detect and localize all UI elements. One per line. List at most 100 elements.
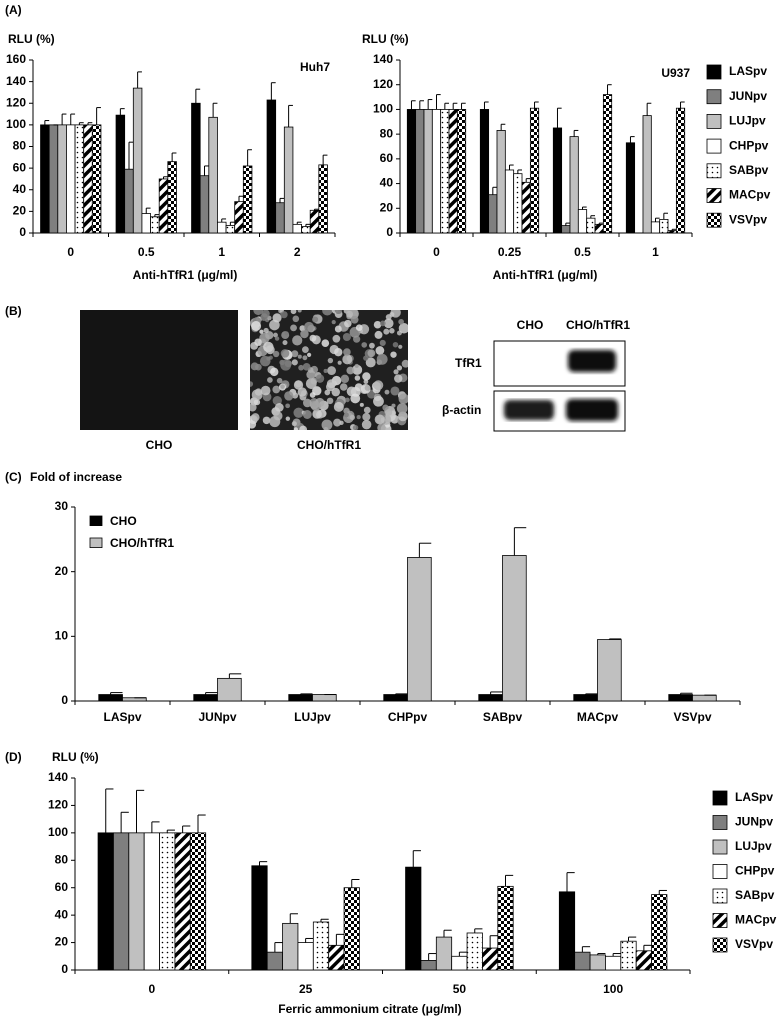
y-tick-label: 0: [61, 962, 68, 976]
error-bar: [628, 936, 637, 942]
cell: [376, 353, 388, 365]
legend-label: MACpv: [735, 913, 777, 927]
cell: [302, 355, 308, 361]
cell: [379, 339, 386, 346]
cell: [298, 364, 304, 371]
cell: [306, 369, 316, 380]
error-bar: [500, 123, 506, 131]
legend-swatch: [712, 937, 728, 953]
error-bar: [351, 878, 360, 888]
cell: [323, 368, 328, 373]
panel-label: (D): [5, 750, 22, 764]
x-tick-label: 0: [149, 982, 156, 996]
error-bar: [410, 100, 416, 110]
bar: [415, 109, 425, 234]
bar: [297, 942, 314, 971]
cell: [297, 387, 307, 397]
bar: [143, 832, 160, 971]
image-label: CHO: [146, 438, 173, 452]
micrograph: [80, 310, 238, 430]
error-bar: [163, 176, 168, 179]
cell: [255, 363, 262, 371]
error-bar: [259, 861, 268, 866]
bar: [48, 124, 59, 234]
cell: [391, 403, 396, 408]
error-bar: [171, 152, 177, 162]
error-bar: [513, 527, 527, 556]
bar: [242, 165, 253, 234]
y-axis-label: RLU (%): [8, 32, 55, 46]
blot-column: CHO: [517, 318, 544, 332]
cell: [377, 423, 386, 430]
error-bar: [671, 228, 677, 231]
cell: [367, 349, 376, 358]
error-bar: [105, 788, 114, 833]
legend-label: MACpv: [729, 188, 771, 202]
cell: [398, 318, 404, 325]
error-bar: [221, 218, 227, 223]
cell: [273, 350, 280, 358]
x-tick-label: MACpv: [577, 710, 619, 724]
cell: [379, 320, 386, 327]
cell: [383, 318, 394, 329]
bar: [199, 175, 210, 234]
cell: [293, 407, 304, 418]
y-tick-label: 140: [373, 52, 393, 66]
y-tick-label: 40: [13, 182, 27, 196]
error-bar: [427, 99, 433, 110]
bar: [83, 124, 93, 234]
error-bar: [61, 113, 67, 125]
legend-label: LASpv: [735, 790, 773, 804]
error-bar: [247, 149, 252, 166]
x-tick-label: 50: [453, 982, 467, 996]
error-bar: [288, 104, 293, 128]
cell: [297, 310, 302, 313]
bar: [642, 115, 652, 234]
bar: [141, 213, 151, 234]
cell: [331, 387, 340, 397]
legend-swatch: [706, 163, 722, 179]
cell: [259, 329, 264, 334]
bar: [651, 894, 668, 971]
cell: [383, 328, 390, 335]
cell: [291, 392, 299, 399]
bar: [309, 209, 320, 234]
error-bar: [205, 692, 218, 695]
y-tick-label: 40: [380, 176, 394, 190]
error-bar: [452, 102, 458, 110]
error-bar: [556, 107, 562, 128]
bar: [635, 950, 652, 971]
bar: [558, 891, 576, 971]
cell: [373, 320, 382, 329]
y-tick-label: 20: [55, 935, 69, 949]
y-tick-label: 120: [6, 95, 26, 109]
bar: [504, 169, 515, 234]
error-bar: [655, 217, 660, 222]
error-bar: [658, 889, 667, 895]
cell: [273, 332, 278, 338]
legend-label: CHPpv: [735, 864, 775, 878]
cell: [334, 347, 343, 357]
cell: [280, 311, 288, 319]
error-bar: [490, 691, 503, 695]
error-bar: [136, 789, 145, 833]
legend-label: VSVpv: [729, 212, 767, 226]
legend-swatch: [712, 888, 728, 904]
bar: [150, 216, 160, 234]
cell: [280, 384, 285, 389]
bar: [407, 557, 432, 702]
panel-label: (A): [5, 3, 22, 17]
x-tick-label: 100: [603, 982, 623, 996]
bar: [217, 221, 227, 234]
cell: [312, 316, 319, 323]
cell: [363, 355, 369, 361]
bar: [513, 173, 523, 234]
blot-band: [504, 400, 554, 420]
y-tick-label: 30: [55, 499, 69, 513]
cell: [356, 415, 361, 420]
legend-swatch: [706, 188, 722, 203]
image-label: CHO/hTfR1: [297, 438, 361, 452]
legend-label: CHPpv: [729, 138, 769, 152]
cell: [291, 359, 298, 366]
error-bar: [212, 102, 218, 118]
